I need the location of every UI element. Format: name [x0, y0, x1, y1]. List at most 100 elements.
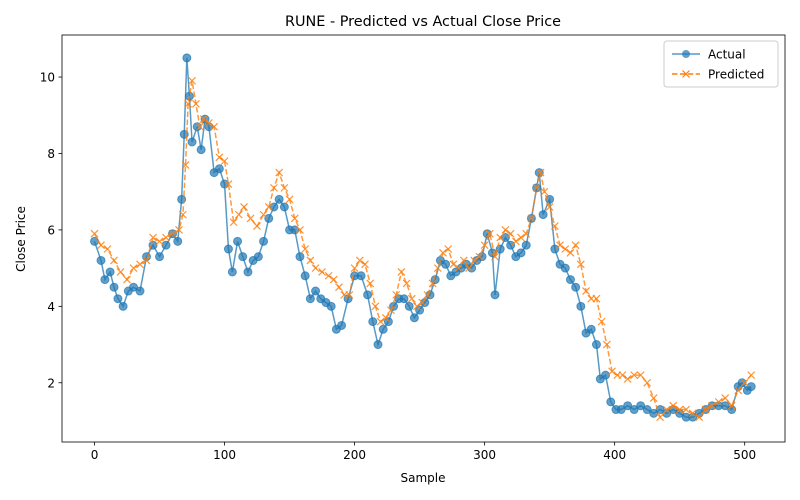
actual-point [383, 317, 393, 327]
predicted-point [264, 203, 273, 211]
predicted-point [366, 279, 375, 288]
predicted-point [136, 260, 144, 269]
predicted-point [392, 290, 401, 299]
predicted-point [511, 237, 520, 246]
actual-point [118, 301, 128, 311]
predicted-point [224, 180, 233, 188]
predicted-point [184, 99, 193, 108]
chart-title: RUNE - Predicted vs Actual Close Price [285, 14, 561, 30]
predicted-point [734, 386, 743, 395]
actual-point [746, 382, 756, 392]
predicted-point [459, 256, 468, 265]
predicted-point [229, 218, 238, 227]
actual-point [279, 202, 289, 212]
actual-point [109, 282, 119, 292]
predicted-point [556, 241, 564, 250]
predicted-point [275, 168, 284, 177]
predicted-point [192, 99, 200, 108]
x-tick-label: 500 [733, 448, 756, 462]
actual-point [399, 294, 409, 304]
actual-point [368, 317, 378, 327]
actual-point [100, 275, 110, 285]
actual-point [490, 290, 500, 300]
y-tick-label: 4 [47, 300, 55, 314]
x-tick-label: 100 [213, 448, 236, 462]
actual-point [534, 168, 544, 178]
predicted-point [205, 118, 213, 127]
actual-point [300, 271, 310, 281]
predicted-point [423, 290, 432, 299]
predicted-point [501, 225, 510, 234]
predicted-point [740, 378, 749, 387]
predicted-point [387, 306, 395, 315]
actual-point [182, 53, 192, 63]
actual-point [409, 313, 419, 323]
actual-point [295, 252, 305, 262]
predicted-point [116, 268, 125, 276]
predicted-point [361, 260, 369, 269]
actual-point [441, 259, 451, 269]
predicted-point [566, 248, 575, 257]
y-tick-label: 6 [47, 223, 55, 237]
predicted-point [381, 313, 390, 322]
predicted-point [682, 405, 691, 414]
actual-point [363, 290, 373, 300]
y-tick-label: 2 [47, 376, 55, 390]
predicted-point [714, 397, 723, 406]
predicted-point [329, 275, 338, 284]
predicted-point [727, 401, 736, 410]
actual-point [571, 282, 581, 292]
predicted-point [246, 214, 255, 223]
actual-point [214, 164, 224, 174]
actual-point [311, 286, 321, 296]
predicted-point [371, 302, 380, 311]
predicted-point [253, 222, 261, 231]
y-axis-title: Close Price [14, 206, 28, 272]
predicted-point [402, 279, 411, 288]
actual-point [274, 194, 284, 204]
predicted-point [97, 241, 105, 250]
predicted-point [142, 256, 151, 265]
actual-point [253, 252, 263, 262]
predicted-point [630, 371, 639, 380]
legend: Actual Predicted [663, 40, 779, 88]
predicted-point [571, 241, 580, 250]
predicted-point [188, 76, 196, 85]
actual-point [545, 194, 555, 204]
actual-point [404, 301, 414, 311]
predicted-point [669, 401, 678, 410]
predicted-point [475, 252, 484, 261]
actual-point [642, 405, 652, 415]
actual-point [305, 294, 315, 304]
actual-point [356, 271, 366, 281]
actual-point [550, 244, 560, 254]
actual-point [173, 236, 183, 246]
actual-point [155, 252, 165, 262]
x-tick-label: 0 [91, 448, 99, 462]
predicted-point [259, 210, 268, 219]
actual-point [269, 202, 279, 212]
predicted-point [496, 233, 505, 242]
predicted-point [688, 409, 697, 418]
actual-point [636, 401, 646, 411]
predicted-point [345, 290, 354, 299]
predicted-point [465, 264, 473, 273]
predicted-point [649, 394, 658, 402]
x-tick-label: 300 [473, 448, 496, 462]
actual-point [623, 401, 633, 411]
series-layer [90, 53, 756, 422]
actual-point [90, 236, 100, 246]
predicted-point [608, 367, 616, 376]
predicted-point [129, 264, 138, 273]
actual-point [516, 248, 526, 258]
predicted-point [103, 245, 112, 253]
actual-point [142, 252, 152, 262]
actual-point [565, 275, 575, 285]
actual-point [326, 301, 336, 311]
predicted-point [355, 256, 364, 265]
predicted-point [301, 245, 310, 253]
actual-point [576, 301, 586, 311]
actual-point [560, 263, 570, 273]
actual-point [500, 233, 510, 243]
actual-point [113, 294, 123, 304]
